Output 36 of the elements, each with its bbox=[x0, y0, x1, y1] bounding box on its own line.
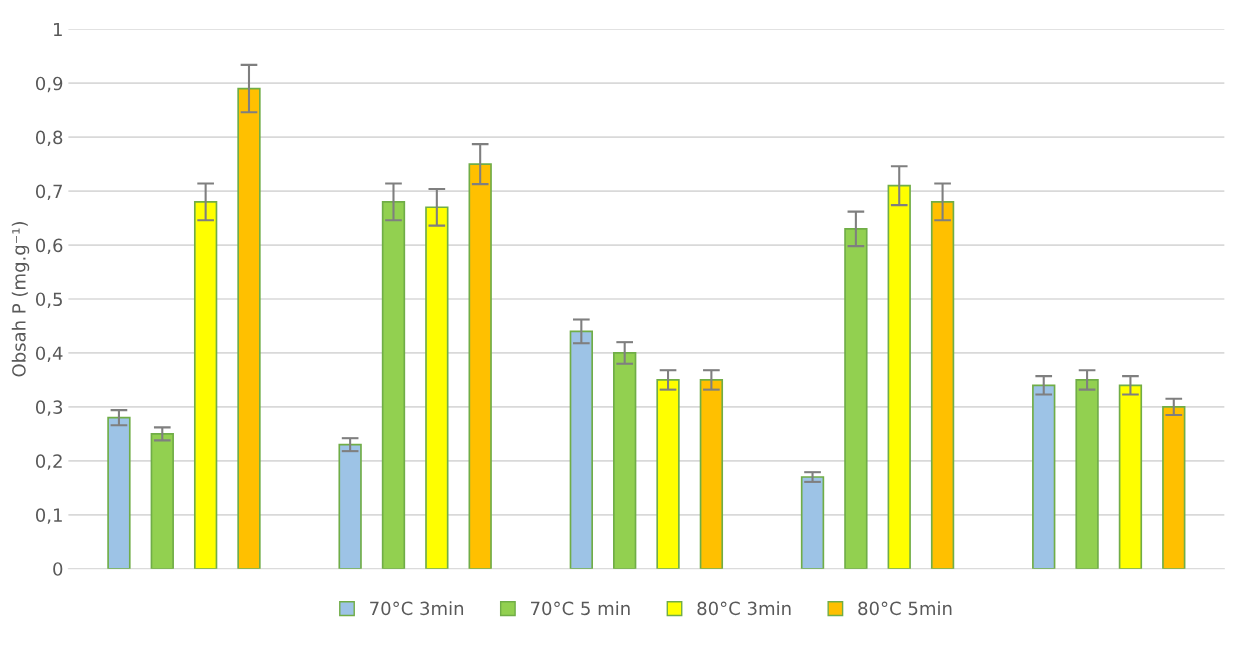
bar bbox=[800, 476, 825, 569]
y-tick-label: 0,7 bbox=[35, 184, 62, 201]
bar bbox=[656, 379, 680, 569]
y-tick-label: 0,6 bbox=[35, 238, 63, 255]
bar bbox=[569, 330, 594, 569]
bar bbox=[468, 163, 492, 569]
bar bbox=[107, 416, 131, 569]
bar bbox=[1032, 384, 1056, 569]
legend-label: 70°C 3min bbox=[370, 601, 464, 616]
y-tick-label: 0,4 bbox=[35, 346, 63, 362]
bar bbox=[844, 228, 868, 569]
bar bbox=[930, 201, 955, 569]
bar bbox=[1118, 384, 1143, 569]
bar bbox=[1075, 379, 1099, 569]
bar bbox=[425, 206, 449, 569]
y-axis-title: Obsah P (mg.g⁻¹) bbox=[11, 222, 30, 377]
y-tick-label: 0,1 bbox=[35, 508, 62, 524]
bar bbox=[887, 184, 911, 569]
y-tick-label: 0,5 bbox=[35, 292, 62, 308]
y-tick-label: 0,3 bbox=[35, 400, 63, 416]
bar bbox=[237, 87, 261, 569]
y-tick-label: 0,2 bbox=[35, 454, 62, 470]
legend-label: 70°C 5 min bbox=[531, 601, 630, 616]
legend-label: 80°C 5min bbox=[858, 601, 952, 616]
bar bbox=[193, 201, 218, 569]
y-tick-label: 0,9 bbox=[35, 76, 63, 93]
bar bbox=[381, 201, 406, 569]
bar bbox=[150, 433, 174, 569]
bar bbox=[338, 443, 362, 569]
legend-label: 80°C 3min bbox=[697, 601, 791, 616]
bar bbox=[699, 379, 724, 569]
bar bbox=[1162, 406, 1186, 569]
bar bbox=[613, 352, 637, 569]
y-tick-label: 0,8 bbox=[35, 130, 63, 147]
y-tick-label: 1 bbox=[54, 22, 62, 37]
y-tick-label: 0 bbox=[53, 562, 63, 576]
